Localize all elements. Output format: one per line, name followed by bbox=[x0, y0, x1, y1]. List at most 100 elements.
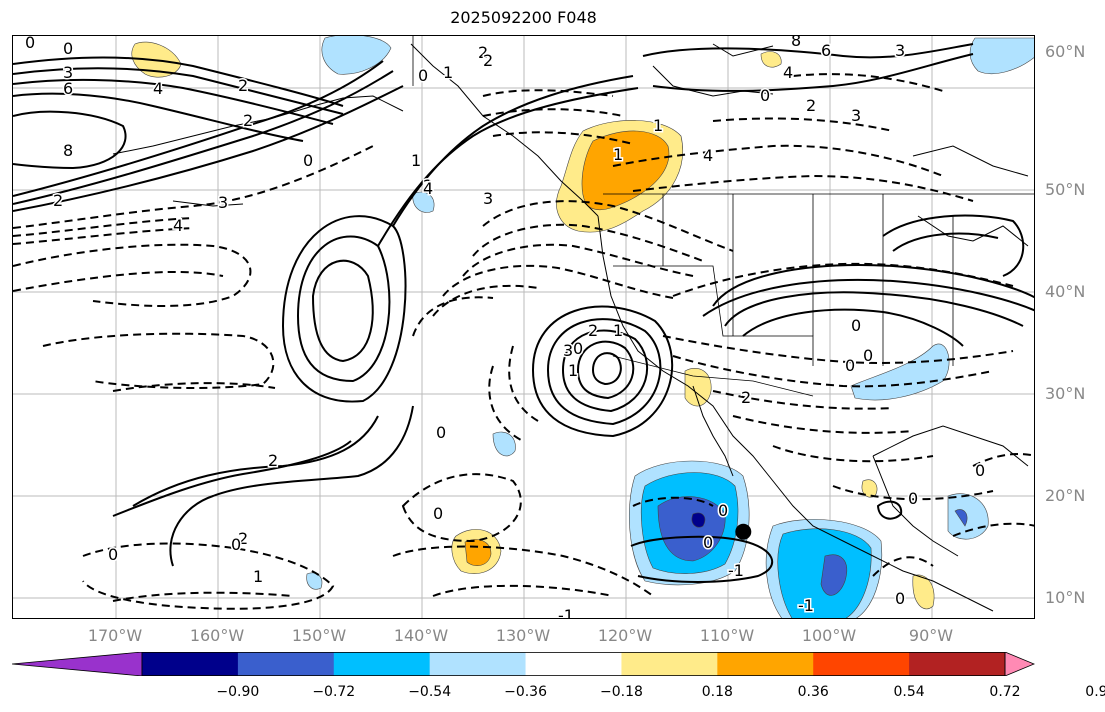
contour-label: 3 bbox=[483, 189, 493, 208]
contour-label: 0 bbox=[418, 66, 428, 85]
contour-label: 0 bbox=[760, 86, 770, 105]
lon-label-120w: 120°W bbox=[597, 626, 653, 645]
lon-label-110w: 110°W bbox=[699, 626, 755, 645]
contour-label: 1 bbox=[613, 145, 623, 164]
contour-label: 4 bbox=[423, 179, 433, 198]
contour-label: 2 bbox=[238, 529, 248, 548]
lon-label-100w: 100°W bbox=[801, 626, 857, 645]
contour-label: 6 bbox=[821, 41, 831, 60]
lon-label-140w: 140°W bbox=[393, 626, 449, 645]
lon-label-130w: 130°W bbox=[495, 626, 551, 645]
colorbar-tick-label: 0.72 bbox=[989, 684, 1021, 700]
lat-label-40n: 40°N bbox=[1045, 282, 1086, 301]
colorbar bbox=[12, 652, 1035, 676]
contour-label: 4 bbox=[173, 216, 183, 235]
contour-label: 3 bbox=[218, 193, 228, 212]
lat-label-10n: 10°N bbox=[1045, 588, 1086, 607]
contour-label: 6 bbox=[63, 79, 73, 98]
positive-anomaly-core bbox=[581, 130, 670, 211]
contour-label: 1 bbox=[411, 151, 421, 170]
contour-label: 0 bbox=[975, 461, 985, 480]
colorbar-tick-label: −0.72 bbox=[312, 684, 356, 700]
coastlines bbox=[112, 43, 1029, 612]
contour-label: 3 bbox=[851, 106, 861, 125]
graticule bbox=[13, 36, 1034, 618]
colorbar-segment bbox=[621, 652, 718, 676]
storm-center-marker bbox=[735, 523, 752, 540]
contour-label: 1 bbox=[568, 361, 578, 380]
contours-solid bbox=[13, 43, 1034, 583]
contour-label: 2 bbox=[423, 176, 433, 195]
contour-label: 0 bbox=[895, 589, 905, 608]
contour-label: 3 bbox=[895, 41, 905, 60]
colorbar-segment bbox=[717, 652, 814, 676]
contour-label: 2 bbox=[478, 43, 488, 62]
contour-label: 1 bbox=[443, 63, 453, 82]
contour-label: 3 bbox=[63, 63, 73, 82]
contours-dashed bbox=[13, 73, 1034, 610]
contour-label: 2 bbox=[243, 111, 253, 130]
contour-label: 0 bbox=[25, 36, 35, 52]
colorbar-tick-label: 0.54 bbox=[893, 684, 925, 700]
contour-label: -1 bbox=[798, 596, 814, 615]
contour-label: 0 bbox=[231, 535, 241, 554]
lon-label-160w: 160°W bbox=[189, 626, 245, 645]
contour-label: 1 bbox=[253, 567, 263, 586]
colorbar-tick-label: −0.54 bbox=[408, 684, 452, 700]
contour-label: 0 bbox=[845, 356, 855, 375]
contour-label: 1 bbox=[613, 321, 623, 340]
contour-label: 2 bbox=[238, 76, 248, 95]
contour-label: 8 bbox=[63, 141, 73, 160]
contour-label: 4 bbox=[703, 146, 713, 165]
colorbar-tick-label: 0.18 bbox=[701, 684, 733, 700]
contour-label: 2 bbox=[483, 51, 493, 70]
contour-label: 4 bbox=[783, 63, 793, 82]
colorbar-segment bbox=[142, 652, 239, 676]
contour-label: 0 bbox=[436, 423, 446, 442]
contour-label: 8 bbox=[791, 36, 801, 50]
contour-label: 0 bbox=[573, 339, 583, 358]
colorbar-segment bbox=[237, 652, 335, 676]
colorbar-segment bbox=[429, 652, 527, 676]
contour-label: 4 bbox=[153, 79, 163, 98]
lat-label-60n: 60°N bbox=[1045, 42, 1086, 61]
lat-label-50n: 50°N bbox=[1045, 180, 1086, 199]
contour-label: 0 bbox=[908, 489, 918, 508]
colorbar-segment bbox=[333, 652, 431, 676]
shaded-field bbox=[131, 36, 1034, 618]
contour-label: -1 bbox=[558, 606, 574, 619]
contour-label: 0 bbox=[851, 316, 861, 335]
lat-label-20n: 20°N bbox=[1045, 486, 1086, 505]
contour-label: 1 bbox=[653, 116, 663, 135]
lon-label-170w: 170°W bbox=[87, 626, 143, 645]
lon-label-150w: 150°W bbox=[291, 626, 347, 645]
markers bbox=[735, 523, 752, 540]
colorbar-tick-label: 0.36 bbox=[797, 684, 829, 700]
colorbar-extend-max bbox=[1004, 652, 1035, 676]
lat-label-30n: 30°N bbox=[1045, 384, 1086, 403]
contour-label: 3 bbox=[563, 341, 573, 360]
colorbar-segment bbox=[813, 652, 910, 676]
contour-label: -1 bbox=[728, 561, 744, 580]
colorbar-tick-label: −0.18 bbox=[599, 684, 643, 700]
contour-label: 2 bbox=[741, 388, 751, 407]
colorbar-tick-label: −0.36 bbox=[504, 684, 547, 700]
contour-label: 0 bbox=[108, 545, 118, 564]
contour-label: 2 bbox=[268, 451, 278, 470]
colorbar-segment bbox=[909, 652, 1006, 676]
contour-label: 0 bbox=[863, 346, 873, 365]
contour-label: 2 bbox=[588, 321, 598, 340]
contour-label: 0 bbox=[703, 533, 713, 552]
contour-label: 2 bbox=[53, 191, 63, 210]
contour-label: 0 bbox=[433, 504, 443, 523]
contour-label: 2 bbox=[806, 96, 816, 115]
contour-label: 0 bbox=[303, 151, 313, 170]
colorbar-tick-label: −0.90 bbox=[216, 684, 260, 700]
contour-label: 0 bbox=[63, 39, 73, 58]
colorbar-segment bbox=[525, 652, 622, 676]
colorbar-tick-label: 0.90 bbox=[1085, 684, 1105, 700]
contour-label: 0 bbox=[718, 501, 728, 520]
